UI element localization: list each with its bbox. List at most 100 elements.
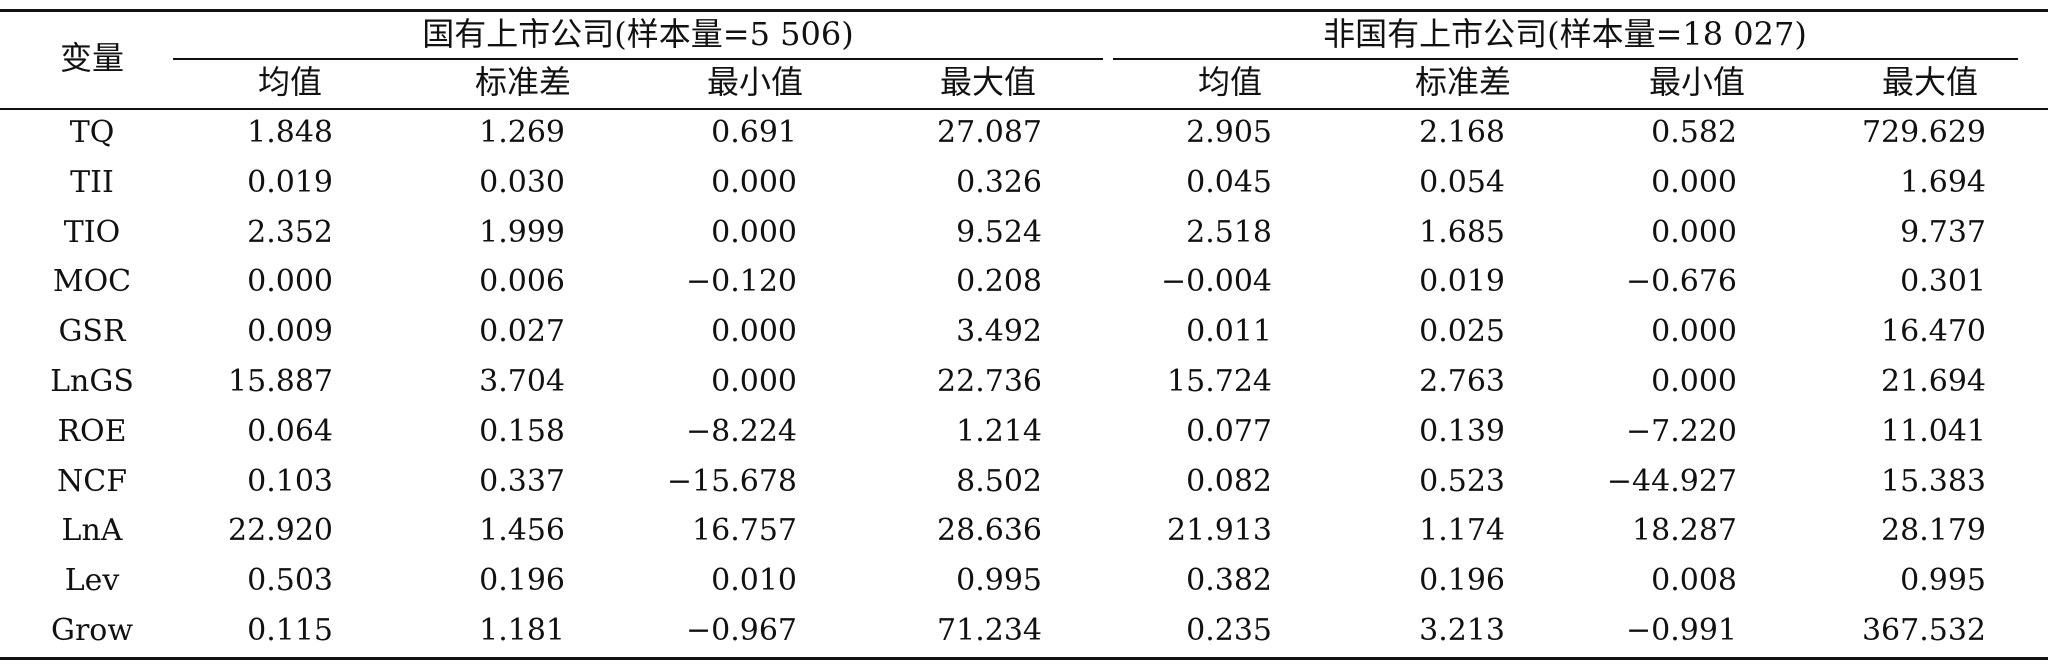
table-cell: −0.967 — [685, 613, 797, 648]
table-cell: 367.532 — [1861, 613, 1986, 648]
table-cell: 0.077 — [1186, 414, 1272, 449]
table-cell: 22.736 — [937, 364, 1042, 399]
table-cell: 0.000 — [711, 165, 797, 200]
table-cell: 2.905 — [1186, 115, 1272, 150]
table-cell: 0.008 — [1651, 563, 1737, 598]
table-cell: 28.179 — [1881, 513, 1986, 548]
table-cell: 0.139 — [1419, 414, 1505, 449]
table-cell: 28.636 — [937, 513, 1042, 548]
table-cell: 0.000 — [711, 364, 797, 399]
table-cell: 2.168 — [1419, 115, 1505, 150]
table-cell: 9.524 — [956, 215, 1042, 250]
table-cell: 15.383 — [1881, 464, 1986, 499]
column-header-2: 标准差 — [474, 63, 572, 101]
group-rule-state-owned — [173, 58, 1103, 60]
table-cell: 0.025 — [1419, 314, 1505, 349]
table-cell: 0.382 — [1186, 563, 1272, 598]
group-header-1: 国有上市公司(样本量=5 506) — [422, 15, 854, 53]
table-cell: 0.000 — [1651, 364, 1737, 399]
row-label-lna: LnA — [61, 513, 123, 548]
table-cell: 0.326 — [956, 165, 1042, 200]
table-cell: 15.724 — [1167, 364, 1272, 399]
table-cell: 1.999 — [479, 215, 565, 250]
column-header-6: 标准差 — [1414, 63, 1512, 101]
row-label-tq: TQ — [69, 115, 115, 150]
table-cell: 0.582 — [1651, 115, 1737, 150]
table-cell: 16.757 — [692, 513, 797, 548]
table-cell: 0.158 — [479, 414, 565, 449]
table-cell: 0.103 — [247, 464, 333, 499]
table-cell: 1.214 — [956, 414, 1042, 449]
table-cell: 0.064 — [247, 414, 333, 449]
row-label-tio: TIO — [63, 215, 121, 250]
row-label-lev: Lev — [64, 563, 120, 598]
column-header-3: 最小值 — [706, 63, 804, 101]
table-cell: −7.220 — [1625, 414, 1737, 449]
table-cell: −0.676 — [1625, 264, 1737, 299]
table-cell: 3.213 — [1419, 613, 1505, 648]
table-cell: 0.045 — [1186, 165, 1272, 200]
table-cell: 2.518 — [1186, 215, 1272, 250]
table-cell: 18.287 — [1632, 513, 1737, 548]
row-label-grow: Grow — [50, 613, 134, 648]
table-cell: 0.000 — [711, 215, 797, 250]
row-label-lngs: LnGS — [50, 364, 134, 399]
table-cell: 0.000 — [1651, 215, 1737, 250]
group-rule-non-state-owned — [1113, 58, 2018, 60]
variable-header: 变量 — [59, 39, 125, 77]
table-cell: −8.224 — [685, 414, 797, 449]
table-cell: 1.456 — [479, 513, 565, 548]
table-cell: 0.027 — [479, 314, 565, 349]
table-cell: 16.470 — [1881, 314, 1986, 349]
table-cell: 1.694 — [1900, 165, 1986, 200]
column-header-1: 均值 — [257, 63, 323, 101]
table-cell: 0.196 — [1419, 563, 1505, 598]
table-cell: −0.991 — [1625, 613, 1737, 648]
table-cell: 15.887 — [228, 364, 333, 399]
row-label-roe: ROE — [57, 414, 127, 449]
table-cell: −15.678 — [666, 464, 797, 499]
bottom-rule — [0, 657, 2048, 660]
table-cell: 0.009 — [247, 314, 333, 349]
table-cell: 0.208 — [956, 264, 1042, 299]
table-cell: 0.054 — [1419, 165, 1505, 200]
table-cell: −0.004 — [1160, 264, 1272, 299]
column-header-8: 最大值 — [1881, 63, 1979, 101]
table-cell: 0.301 — [1900, 264, 1986, 299]
table-cell: 0.082 — [1186, 464, 1272, 499]
table-cell: 1.181 — [479, 613, 565, 648]
table-cell: 3.492 — [956, 314, 1042, 349]
table-cell: 0.000 — [1651, 314, 1737, 349]
table-cell: 0.523 — [1419, 464, 1505, 499]
header-rule — [0, 108, 2048, 110]
column-header-4: 最大值 — [939, 63, 1037, 101]
group-header-2: 非国有上市公司(样本量=18 027) — [1323, 15, 1807, 53]
table-cell: 27.087 — [937, 115, 1042, 150]
table-cell: 71.234 — [937, 613, 1042, 648]
table-cell: 22.920 — [228, 513, 333, 548]
table-cell: 3.704 — [479, 364, 565, 399]
table-cell: 2.763 — [1419, 364, 1505, 399]
table-cell: 0.000 — [1651, 165, 1737, 200]
table-cell: 729.629 — [1861, 115, 1986, 150]
row-label-gsr: GSR — [58, 314, 126, 349]
table-cell: 11.041 — [1881, 414, 1986, 449]
table-cell: 8.502 — [956, 464, 1042, 499]
table-cell: 0.019 — [1419, 264, 1505, 299]
table-cell: 9.737 — [1900, 215, 1986, 250]
table-cell: 0.000 — [247, 264, 333, 299]
table-cell: −0.120 — [685, 264, 797, 299]
table-cell: 0.010 — [711, 563, 797, 598]
table-cell: 1.685 — [1419, 215, 1505, 250]
table-cell: 1.848 — [247, 115, 333, 150]
table-cell: 0.030 — [479, 165, 565, 200]
table-cell: 21.694 — [1881, 364, 1986, 399]
row-label-moc: MOC — [52, 264, 132, 299]
table-cell: 1.174 — [1419, 513, 1505, 548]
table-cell: 0.337 — [479, 464, 565, 499]
table-cell: 0.235 — [1186, 613, 1272, 648]
table-cell: 0.011 — [1186, 314, 1272, 349]
table-cell: 2.352 — [247, 215, 333, 250]
table-cell: 1.269 — [479, 115, 565, 150]
